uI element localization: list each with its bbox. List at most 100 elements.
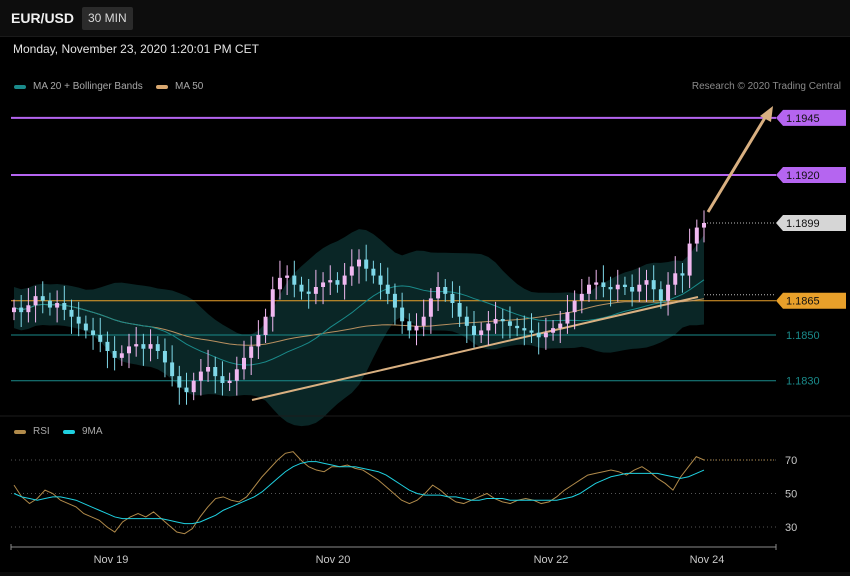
candle-body <box>26 305 31 313</box>
candle-body <box>414 325 419 331</box>
legend-ma50-label: MA 50 <box>175 81 204 92</box>
candle-body <box>594 282 599 285</box>
candle-body <box>12 307 16 313</box>
candle-body <box>587 284 591 294</box>
symbol-title: EUR/USD <box>11 10 75 26</box>
candle-body <box>227 380 232 383</box>
candle-body <box>522 328 527 331</box>
candle-body <box>206 367 211 372</box>
candle-body <box>428 298 433 317</box>
candle-body <box>666 284 671 301</box>
rsi-ma-line <box>13 461 705 525</box>
candle-body <box>299 284 304 292</box>
candle-body <box>162 351 167 363</box>
candle-body <box>543 332 548 338</box>
candles-group <box>12 210 706 405</box>
candle-body <box>673 273 678 285</box>
candle-body <box>687 243 692 276</box>
candle-body <box>702 223 706 228</box>
candle-body <box>306 291 311 294</box>
legend-rsi-ma: 9MA <box>63 426 103 437</box>
candle-body <box>622 284 627 287</box>
ma20-line <box>13 279 705 366</box>
legend-rsi-ma-label: 9MA <box>82 426 103 437</box>
candle-body <box>213 367 218 377</box>
candle-body <box>55 303 60 308</box>
candle-body <box>608 287 613 290</box>
timeframe-button[interactable]: 30 MIN <box>82 7 133 30</box>
chart-datetime: Monday, November 23, 2020 1:20:01 PM CET <box>13 42 259 56</box>
candle-body <box>515 325 520 329</box>
candle-body <box>565 312 570 324</box>
level-label: 1.1920 <box>786 170 820 182</box>
level-tag-resistance <box>776 109 846 126</box>
rsi-level-label: 30 <box>785 522 797 534</box>
candle-body <box>493 319 498 324</box>
moving-averages <box>13 279 705 366</box>
candle-body <box>134 344 139 347</box>
candle-body <box>371 268 376 276</box>
rsi-level-label: 70 <box>785 455 797 467</box>
legend-ma20-label: MA 20 + Bollinger Bands <box>33 81 143 92</box>
x-tick-label: Nov 22 <box>534 554 569 566</box>
candle-body <box>335 280 340 285</box>
candle-body <box>285 275 290 278</box>
level-label: 1.1850 <box>786 330 820 342</box>
candle-body <box>76 316 81 324</box>
candle-body <box>558 323 563 329</box>
candle-body <box>551 328 556 333</box>
rsi-level-label: 50 <box>785 489 797 501</box>
candle-body <box>220 376 225 383</box>
candle-body <box>407 321 412 331</box>
candle-body <box>256 335 261 347</box>
candle-body <box>680 273 685 276</box>
candle-body <box>234 369 239 381</box>
candle-body <box>91 330 96 335</box>
legend-ma20: MA 20 + Bollinger Bands <box>14 81 143 92</box>
candle-body <box>364 259 369 269</box>
rsi-swatch-icon <box>14 429 26 434</box>
candle-body <box>601 282 606 287</box>
candle-body <box>127 346 131 354</box>
level-label: 1.1899 <box>786 218 820 230</box>
x-tick-label: Nov 19 <box>94 554 129 566</box>
candle-body <box>62 303 67 310</box>
candle-body <box>357 259 361 267</box>
candle-body <box>40 296 45 301</box>
candle-body <box>637 284 642 292</box>
candle-body <box>33 296 38 306</box>
price-levels <box>11 116 776 382</box>
level-tag-resistance <box>776 167 846 183</box>
candle-body <box>19 307 24 313</box>
level-tag-last_price <box>776 215 846 231</box>
candle-body <box>277 277 282 290</box>
candle-body <box>119 353 124 358</box>
candle-body <box>198 371 203 381</box>
candle-body <box>436 287 441 299</box>
candle-body <box>658 289 663 301</box>
candle-body <box>572 300 577 313</box>
level-tag-pivot <box>776 292 846 309</box>
candle-body <box>313 287 318 294</box>
target-arrow-shaft <box>706 115 768 213</box>
legend-rsi: RSI <box>14 426 50 437</box>
ma20-swatch-icon <box>14 84 26 89</box>
candle-body <box>270 289 275 317</box>
candle-body <box>191 380 196 393</box>
candle-body <box>694 227 699 244</box>
candle-body <box>385 284 390 294</box>
candle-body <box>651 280 656 290</box>
candle-body <box>464 316 469 326</box>
candle-body <box>472 325 476 335</box>
legend-ma50: MA 50 <box>156 81 203 92</box>
legend-rsi-label: RSI <box>33 426 50 437</box>
candle-body <box>141 344 146 349</box>
candle-body <box>457 303 462 317</box>
trendline-group <box>0 106 850 417</box>
candle-body <box>421 316 426 326</box>
candle-body <box>615 284 620 290</box>
candle-body <box>184 387 189 393</box>
level-label: 1.1945 <box>786 113 820 125</box>
candle-body <box>579 293 584 301</box>
